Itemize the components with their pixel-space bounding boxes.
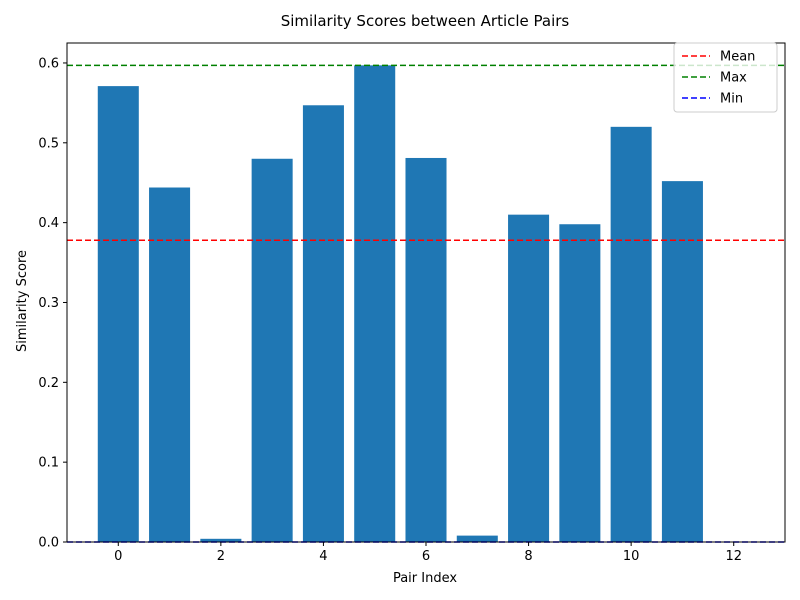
bar-5 [354, 65, 396, 543]
x-tick-label-6: 6 [422, 549, 430, 564]
x-tick-label-2: 2 [217, 549, 225, 564]
bar-4 [302, 105, 344, 542]
x-tick-label-0: 0 [114, 549, 122, 564]
chart-title: Similarity Scores between Article Pairs [281, 12, 570, 30]
bar-1 [149, 187, 191, 542]
bar-9 [559, 224, 601, 542]
y-tick-label-2: 0.2 [38, 376, 59, 391]
legend-label-mean: Mean [720, 50, 755, 65]
bar-3 [251, 158, 293, 542]
bar-6 [405, 157, 447, 542]
legend-label-min: Min [720, 92, 743, 107]
bar-11 [661, 181, 703, 542]
x-tick-label-8: 8 [524, 549, 532, 564]
y-tick-label-3: 0.3 [38, 296, 59, 311]
legend-box [673, 42, 778, 113]
y-tick-label-4: 0.4 [38, 216, 59, 231]
bar-10 [610, 126, 652, 542]
bar-2 [200, 538, 242, 542]
y-tick-label-0: 0.0 [38, 536, 59, 551]
bar-0 [97, 86, 139, 543]
plot-area: 0 2 4 6 8 10 12 0.0 0.1 0.2 0.3 0.4 0.5 0.6 [38, 42, 786, 564]
x-tick-label-12: 12 [725, 549, 742, 564]
x-tick-label-10: 10 [623, 549, 640, 564]
x-tick-label-4: 4 [319, 549, 327, 564]
legend-label-max: Max [720, 71, 747, 86]
bar-7 [456, 535, 498, 542]
x-axis-title: Pair Index [393, 571, 457, 586]
y-tick-label-1: 0.1 [38, 456, 59, 471]
y-axis-title: Similarity Score [15, 250, 30, 352]
y-tick-label-5: 0.5 [38, 136, 59, 151]
bar-8 [508, 214, 550, 542]
legend: Mean Max Min [673, 42, 778, 113]
y-tick-label-6: 0.6 [38, 56, 59, 71]
